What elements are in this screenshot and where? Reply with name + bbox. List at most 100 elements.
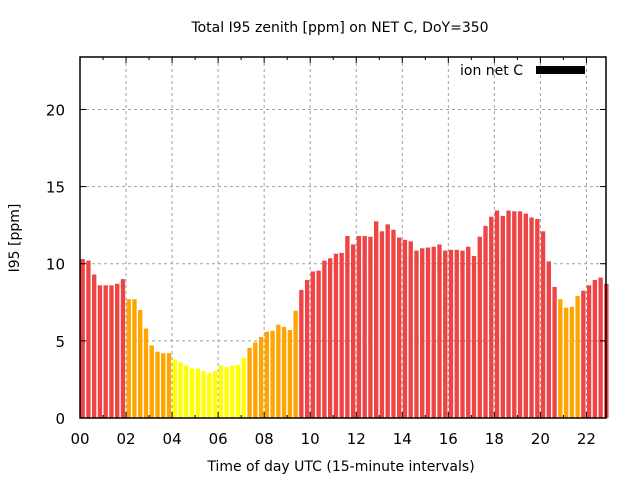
- bar: [201, 370, 206, 418]
- bar: [276, 324, 281, 418]
- bar: [581, 290, 586, 418]
- chart-title: Total I95 zenith [ppm] on NET C, DoY=350: [190, 20, 488, 36]
- bars: [80, 210, 609, 418]
- x-tick-label: 14: [393, 430, 412, 448]
- x-tick-label: 10: [301, 430, 320, 448]
- x-tick-label: 06: [209, 430, 228, 448]
- bar: [138, 310, 143, 418]
- bar: [454, 249, 459, 418]
- bar: [506, 210, 511, 418]
- bar: [535, 218, 540, 418]
- y-axis-label: I95 [ppm]: [7, 204, 23, 273]
- x-tick-label: 08: [255, 430, 274, 448]
- bar: [500, 215, 505, 418]
- bar: [293, 310, 298, 418]
- bar: [391, 229, 396, 418]
- x-tick-label: 16: [439, 430, 458, 448]
- bar: [161, 353, 166, 418]
- bar: [546, 261, 552, 418]
- bar: [598, 277, 603, 418]
- bar: [304, 279, 310, 418]
- bar: [143, 328, 149, 418]
- bar: [132, 299, 137, 418]
- bar: [339, 252, 344, 418]
- bar: [414, 250, 419, 418]
- bar: [207, 373, 212, 418]
- y-tick-label: 10: [46, 256, 65, 274]
- bar: [149, 345, 154, 418]
- bar: [466, 246, 471, 418]
- bar: [379, 231, 385, 418]
- bar: [408, 241, 413, 418]
- legend: ion net C: [460, 63, 585, 79]
- bar: [569, 306, 575, 418]
- x-axis-label: Time of day UTC (15-minute intervals): [206, 459, 474, 475]
- bar: [258, 337, 264, 418]
- bar: [489, 216, 494, 418]
- x-tick-label: 04: [163, 430, 182, 448]
- bar: [92, 274, 97, 418]
- bar: [230, 365, 235, 418]
- x-axis-ticks: 00 02 04 06 08 10 12 14 16 18 20 22: [70, 57, 596, 448]
- bar: [420, 248, 425, 418]
- bar: [195, 368, 200, 418]
- bar: [218, 365, 223, 418]
- bar: [552, 286, 557, 418]
- plot-frame: [79, 56, 607, 419]
- bar: [437, 244, 442, 418]
- bar: [563, 307, 569, 418]
- bar: [333, 253, 339, 418]
- bar: [345, 235, 350, 418]
- y-tick-label: 20: [46, 101, 65, 119]
- bar: [235, 364, 241, 418]
- bar: [350, 244, 356, 418]
- bar: [316, 270, 321, 418]
- x-tick-label: 02: [116, 430, 135, 448]
- bar: [483, 225, 488, 418]
- bar: [397, 237, 402, 418]
- bar: [281, 326, 287, 418]
- bar: [126, 299, 131, 418]
- bar: [477, 236, 482, 418]
- bar: [517, 211, 523, 418]
- bar: [103, 285, 108, 418]
- y-tick-label: 15: [46, 179, 65, 197]
- bar: [120, 279, 126, 418]
- bar: [212, 370, 218, 418]
- bar: [327, 258, 333, 418]
- legend-label: ion net C: [460, 63, 523, 79]
- bar: [529, 217, 534, 418]
- bar: [310, 271, 316, 418]
- bar: [270, 330, 275, 418]
- bar: [540, 231, 546, 418]
- bar: [402, 239, 408, 418]
- bar: [425, 247, 431, 418]
- legend-swatch: [536, 66, 585, 74]
- y-axis-ticks: 0 5 10 15 20: [46, 101, 606, 428]
- bar: [448, 249, 454, 418]
- bar: [115, 283, 120, 418]
- bar: [264, 331, 270, 418]
- bar: [166, 353, 172, 418]
- bar: [299, 289, 304, 418]
- bar: [178, 362, 183, 418]
- x-tick-label: 12: [347, 430, 366, 448]
- bar: [443, 250, 448, 418]
- bar: [523, 213, 528, 418]
- bar: [431, 246, 436, 418]
- bar: [460, 250, 465, 418]
- x-tick-label: 00: [70, 430, 89, 448]
- y-tick-label: 5: [55, 333, 65, 351]
- bar: [558, 299, 563, 418]
- bar: [494, 210, 500, 418]
- x-tick-label: 20: [531, 430, 550, 448]
- x-tick-label: 18: [485, 430, 504, 448]
- bar: [80, 259, 85, 418]
- bar: [356, 235, 362, 418]
- bar: [322, 260, 327, 418]
- bar: [385, 224, 390, 418]
- bar: [172, 359, 177, 418]
- bar: [97, 285, 103, 418]
- bar: [368, 236, 373, 418]
